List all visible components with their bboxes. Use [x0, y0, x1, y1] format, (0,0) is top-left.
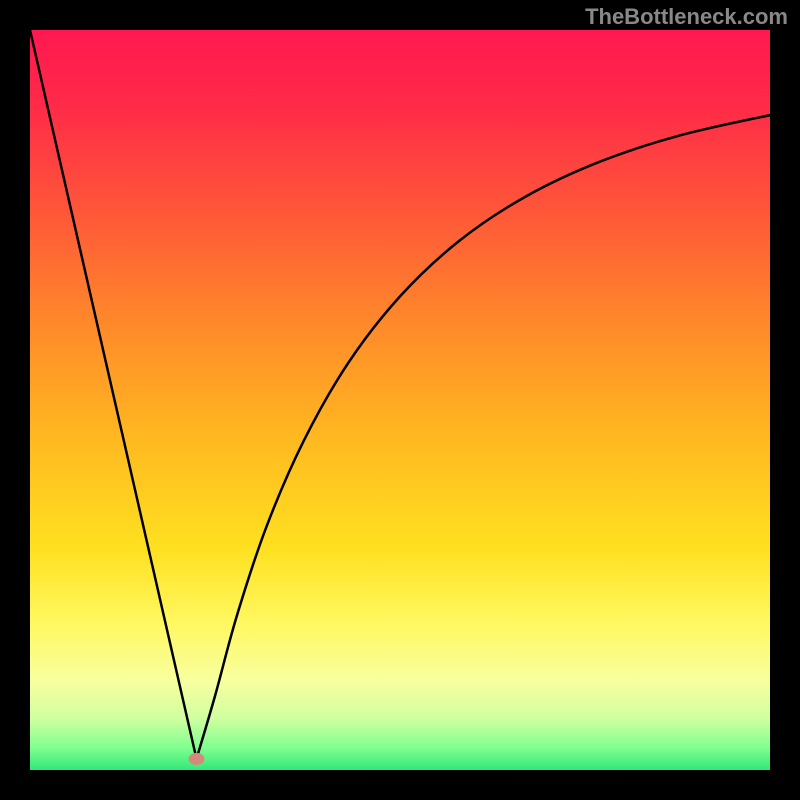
watermark-text: TheBottleneck.com — [585, 4, 788, 30]
chart-container: TheBottleneck.com — [0, 0, 800, 800]
bottleneck-chart — [0, 0, 800, 800]
